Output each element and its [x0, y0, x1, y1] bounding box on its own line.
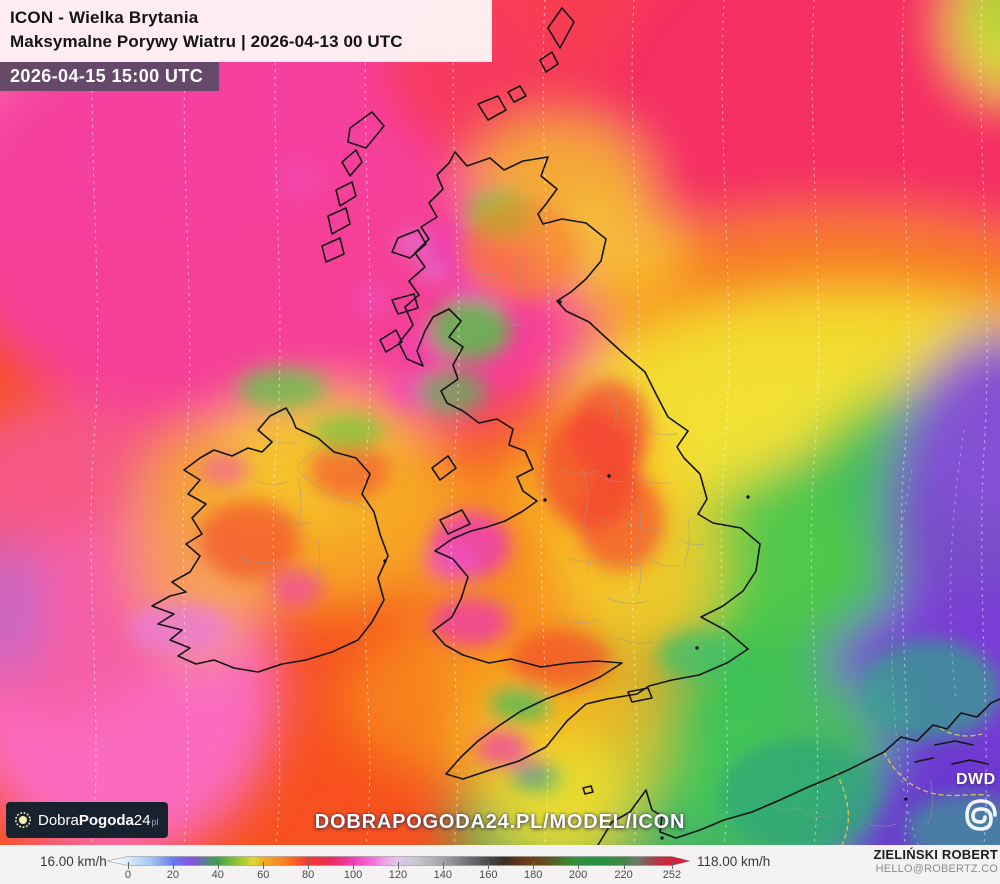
- legend-tick-mark: [397, 862, 399, 869]
- map-subtitle: Maksymalne Porywy Wiatru | 2026-04-13 00…: [10, 32, 403, 52]
- credit-email: HELLO@ROBERTZ.CO: [875, 863, 998, 876]
- country-borders-yellow: [835, 727, 991, 845]
- legend-tick-mark: [488, 862, 490, 869]
- legend-tick-label: 80: [302, 869, 315, 881]
- legend-tick-mark: [308, 862, 310, 869]
- map-title: ICON - Wielka Brytania: [10, 8, 199, 27]
- valid-time-badge: 2026-04-15 15:00 UTC: [0, 62, 220, 91]
- isobar-lines: [90, 0, 988, 845]
- wind-gust-map: [0, 0, 1000, 845]
- legend-tick-label: 220: [614, 869, 633, 881]
- dobrapogoda-logo: Dobra Pogoda 24 pl: [6, 802, 168, 838]
- legend-tick-label: 140: [433, 869, 452, 881]
- legend-tick-mark: [127, 862, 129, 869]
- legend-tick-label: 120: [388, 869, 408, 881]
- coastlines: [151, 7, 1000, 845]
- legend-tick-mark: [353, 862, 355, 869]
- town-dots: [383, 300, 908, 840]
- legend-tick-label: 100: [343, 869, 363, 881]
- legend-tick-mark: [172, 862, 174, 869]
- legend-tick-label: 180: [523, 869, 543, 881]
- credits: ZIELIŃSKI ROBERT HELLO@ROBERTZ.CO: [873, 847, 998, 877]
- legend-tick-mark: [217, 862, 219, 869]
- logo-part-dobra: Dobra: [38, 811, 79, 829]
- legend-tick-mark: [578, 862, 580, 869]
- legend-tick-label: 200: [568, 869, 588, 881]
- regional-borders: [239, 257, 933, 827]
- legend-tick-mark: [263, 862, 265, 869]
- contour-lines-teal: [891, 429, 965, 845]
- legend-tick-label: 0: [124, 869, 132, 881]
- legend-tick-label: 20: [166, 869, 179, 881]
- dwd-source-label: DWD: [956, 771, 996, 788]
- legend-tick-label: 40: [211, 869, 224, 881]
- legend-min-label: 16.00 km/h: [40, 854, 107, 869]
- legend-strip: 16.00 km/h 0 20 40 60 80 100 120 140 160 180 200 22…: [0, 845, 1000, 884]
- legend-tick-mark: [623, 862, 625, 869]
- legend-tick-mark: [442, 862, 444, 869]
- legend-tick-label: 252: [662, 869, 682, 881]
- legend-max-label: 118.00 km/h: [697, 854, 771, 869]
- logo-text: Dobra Pogoda 24 pl: [38, 812, 159, 829]
- sun-icon: [15, 812, 31, 828]
- cyclone-spiral-icon: [965, 799, 997, 831]
- credit-author: ZIELIŃSKI ROBERT: [873, 847, 998, 862]
- site-url-watermark: DOBRAPOGODA24.PL/MODEL/ICON: [314, 811, 686, 833]
- header-strip: ICON - Wielka Brytania Maksymalne Porywy…: [0, 0, 492, 62]
- legend-tick-mark: [671, 862, 673, 869]
- legend-tick-mark: [533, 862, 535, 869]
- logo-suffix-pl: pl: [151, 816, 159, 827]
- legend-tick-label: 60: [257, 869, 270, 881]
- logo-part-24: 24: [133, 811, 151, 829]
- legend-tick-label: 160: [479, 869, 498, 881]
- logo-part-pogoda: Pogoda: [78, 811, 134, 829]
- map-canvas: [0, 0, 1000, 845]
- legend-ticks: 0 20 40 60 80 100 120 140 160 180 200 220 252: [107, 845, 690, 884]
